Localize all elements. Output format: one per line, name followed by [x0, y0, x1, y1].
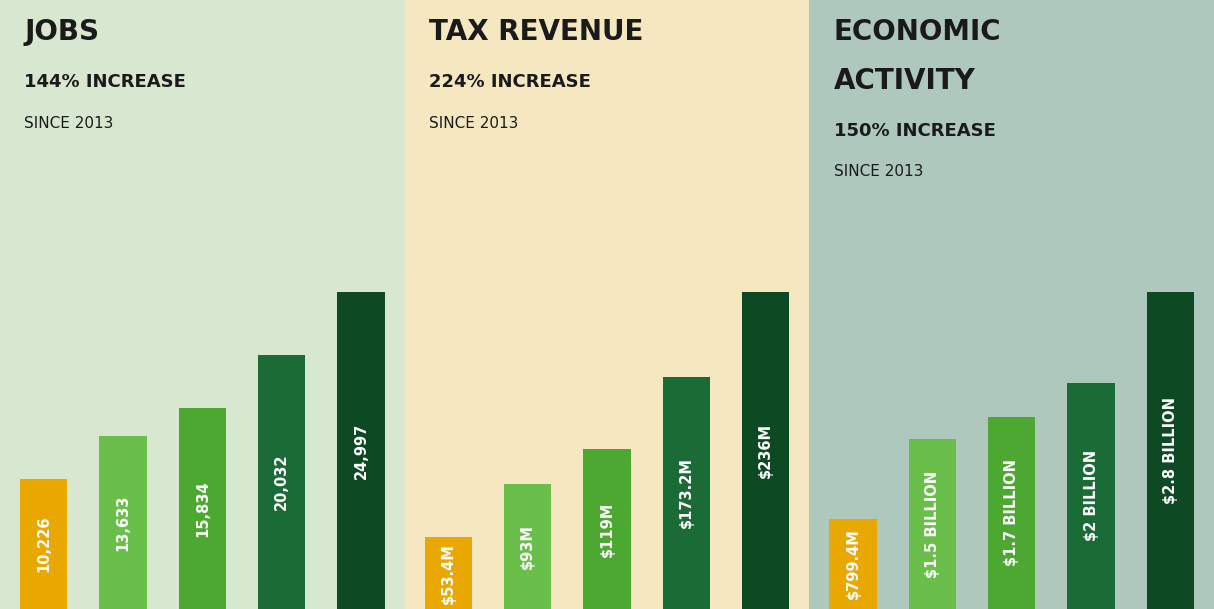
- Bar: [829, 519, 877, 609]
- Text: $1.5 BILLION: $1.5 BILLION: [925, 471, 940, 578]
- Bar: [257, 355, 306, 609]
- Text: ACTIVITY: ACTIVITY: [834, 67, 976, 95]
- Bar: [583, 449, 631, 609]
- Bar: [178, 409, 226, 609]
- Text: 224% INCREASE: 224% INCREASE: [429, 73, 591, 91]
- Text: TAX REVENUE: TAX REVENUE: [429, 18, 643, 46]
- Text: $173.2M: $173.2M: [679, 457, 694, 528]
- Text: 150% INCREASE: 150% INCREASE: [834, 122, 995, 140]
- Text: JOBS: JOBS: [24, 18, 100, 46]
- Text: $93M: $93M: [520, 524, 535, 569]
- Bar: [425, 537, 472, 609]
- Text: $236M: $236M: [759, 423, 773, 478]
- Bar: [663, 376, 710, 609]
- Text: $119M: $119M: [600, 501, 614, 557]
- Bar: [1146, 292, 1195, 609]
- Text: 10,226: 10,226: [36, 516, 51, 572]
- Bar: [988, 417, 1036, 609]
- Text: $53.4M: $53.4M: [441, 543, 455, 604]
- Bar: [100, 436, 147, 609]
- Text: SINCE 2013: SINCE 2013: [429, 116, 518, 131]
- Text: SINCE 2013: SINCE 2013: [834, 164, 923, 180]
- Text: 15,834: 15,834: [194, 481, 210, 537]
- Text: $2 BILLION: $2 BILLION: [1084, 450, 1099, 541]
- Bar: [742, 292, 789, 609]
- Text: 13,633: 13,633: [115, 495, 130, 551]
- Text: $1.7 BILLION: $1.7 BILLION: [1004, 459, 1020, 566]
- Text: 24,997: 24,997: [353, 423, 369, 479]
- Bar: [337, 292, 385, 609]
- Text: ECONOMIC: ECONOMIC: [834, 18, 1002, 46]
- Bar: [908, 439, 957, 609]
- Text: 144% INCREASE: 144% INCREASE: [24, 73, 186, 91]
- Bar: [19, 479, 68, 609]
- Text: SINCE 2013: SINCE 2013: [24, 116, 114, 131]
- Bar: [504, 484, 551, 609]
- Text: $2.8 BILLION: $2.8 BILLION: [1163, 397, 1178, 504]
- Bar: [1067, 383, 1114, 609]
- Text: $799.4M: $799.4M: [845, 529, 861, 599]
- Text: 20,032: 20,032: [274, 454, 289, 510]
